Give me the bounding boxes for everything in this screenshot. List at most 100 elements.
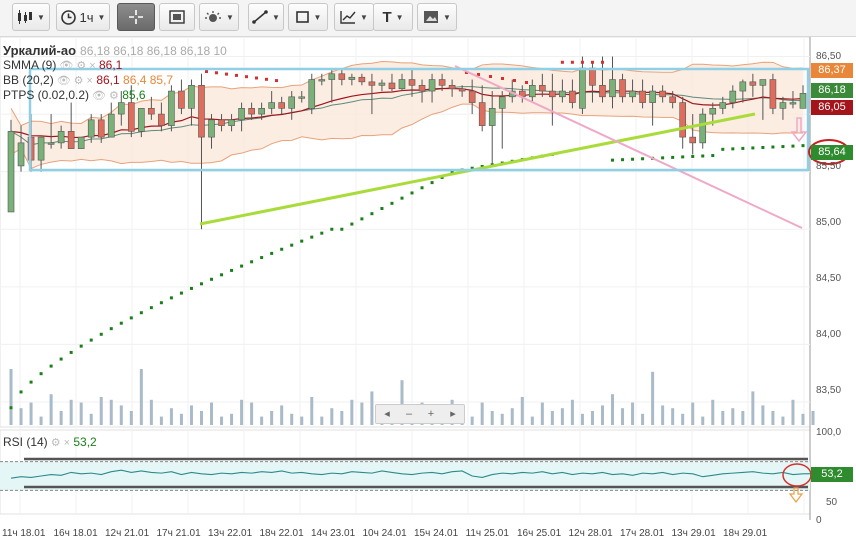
- legend-symbol: Уркалий-ао 86,18 86,18 86,18 86,18 10: [3, 43, 227, 58]
- ptps-dot: [477, 73, 480, 76]
- candle: [418, 85, 426, 92]
- volume-bar: [159, 416, 163, 425]
- price-tag-smma: 86,05: [811, 100, 853, 115]
- scroll-right-button[interactable]: ▸: [450, 408, 456, 420]
- ptps-dot: [741, 146, 745, 150]
- eye-icon[interactable]: 👁: [59, 60, 74, 72]
- ptps-dot: [275, 79, 278, 83]
- ptps-dot: [430, 181, 434, 185]
- candle: [47, 142, 55, 145]
- volume-bar: [240, 399, 244, 425]
- shapes-button[interactable]: ▼: [288, 3, 328, 31]
- down-arrow-icon: [790, 117, 808, 143]
- gear-icon[interactable]: ⚙: [76, 60, 87, 72]
- zoom-in-button[interactable]: +: [427, 408, 435, 420]
- volume-bar: [580, 413, 584, 425]
- time-axis-label: 17ч 28.01: [620, 528, 665, 539]
- scroll-left-button[interactable]: ◂: [384, 408, 390, 420]
- candle: [87, 119, 95, 138]
- image-button[interactable]: ▼: [417, 3, 457, 31]
- ptps-dot: [29, 380, 33, 384]
- volume-bar: [119, 405, 123, 425]
- ptps-dot: [380, 207, 384, 211]
- volume-bar: [550, 411, 554, 425]
- indicators-button[interactable]: ▼: [199, 3, 239, 31]
- volume-bar: [590, 411, 594, 425]
- ptps-dot: [129, 316, 133, 320]
- close-icon[interactable]: ×: [63, 437, 70, 449]
- volume-bar: [621, 408, 625, 425]
- chart-type-button[interactable]: ▼: [12, 3, 50, 31]
- eye-icon[interactable]: 👁: [56, 75, 71, 87]
- candle: [77, 136, 85, 149]
- candle: [669, 96, 676, 103]
- trend-tools-button[interactable]: ▼: [334, 3, 374, 31]
- gear-icon[interactable]: ⚙: [50, 437, 61, 449]
- text-button[interactable]: T ▼: [373, 3, 413, 31]
- trend-icon: [340, 11, 356, 24]
- candle: [749, 81, 757, 86]
- crosshair-button[interactable]: [117, 3, 155, 31]
- draw-line-button[interactable]: ▼: [248, 3, 284, 31]
- candle: [458, 88, 466, 92]
- ptps-dot: [701, 154, 705, 158]
- candle: [158, 113, 165, 126]
- eye-icon[interactable]: 👁: [92, 90, 107, 102]
- text-icon: T: [382, 8, 392, 26]
- chevron-down-icon: ▼: [360, 12, 368, 22]
- ptps-dot: [169, 296, 173, 300]
- gear-icon[interactable]: ⚙: [109, 90, 119, 102]
- volume-bar: [631, 402, 635, 425]
- volume-bar: [149, 399, 153, 425]
- rsi-band: [0, 461, 810, 491]
- candle: [779, 102, 787, 109]
- ptps-dot: [465, 71, 468, 74]
- ptps-dot: [69, 350, 73, 354]
- rsi-value: 53,2: [73, 435, 97, 449]
- candle: [398, 79, 406, 90]
- zoom-out-button[interactable]: –: [405, 408, 413, 420]
- candle: [97, 119, 105, 138]
- ptps-dot: [420, 186, 424, 190]
- close-icon[interactable]: ×: [89, 60, 96, 72]
- volume-bar: [280, 405, 284, 425]
- candle: [368, 81, 376, 86]
- candle: [107, 113, 115, 138]
- price-tag-ptps: 85,64: [811, 145, 853, 160]
- volume-bar: [19, 408, 23, 425]
- ptps-dot: [189, 286, 193, 290]
- bollinger-upper-line: [10, 61, 804, 127]
- rsi-axis-label: 0: [816, 515, 822, 526]
- gear-icon[interactable]: ⚙: [73, 75, 84, 87]
- time-axis-label: 15ч 24.01: [414, 528, 459, 539]
- ptps-dot: [631, 157, 635, 161]
- ptps-dot: [59, 357, 63, 361]
- close-icon[interactable]: ×: [86, 75, 93, 87]
- chevron-down-icon: ▼: [226, 12, 234, 22]
- ptps-dot: [240, 264, 244, 268]
- legend-ohlc: 86,18 86,18 86,18 86,18 10: [80, 44, 227, 58]
- ptps-dot: [513, 79, 516, 82]
- legend-rsi: RSI (14) ⚙ × 53,2: [3, 435, 97, 449]
- ptps-dot: [671, 155, 675, 159]
- volume-bar: [260, 416, 264, 425]
- ptps-dot: [340, 227, 344, 231]
- ptps-value: 85,6: [122, 88, 146, 102]
- time-axis-label: 17ч 21.01: [156, 528, 201, 539]
- time-axis-label: 11ч 25.01: [465, 528, 509, 539]
- volume-bar: [530, 416, 534, 425]
- ptps-dot: [225, 72, 228, 76]
- price-tag-rsi: 53,2: [811, 467, 853, 482]
- interval-button[interactable]: 1ч ▼: [56, 3, 110, 31]
- candle: [659, 90, 666, 98]
- candle: [529, 85, 536, 98]
- fullscreen-button[interactable]: [159, 3, 195, 31]
- price-axis-label: 86,50: [816, 51, 842, 62]
- ptps-dot: [691, 154, 695, 158]
- ptps-dot: [230, 268, 234, 272]
- rsi-axis-label: 100,0: [816, 427, 842, 438]
- volume-bar: [641, 413, 645, 425]
- volume-bar: [330, 408, 334, 425]
- volume-bar: [661, 405, 665, 425]
- price-chart[interactable]: [0, 37, 856, 544]
